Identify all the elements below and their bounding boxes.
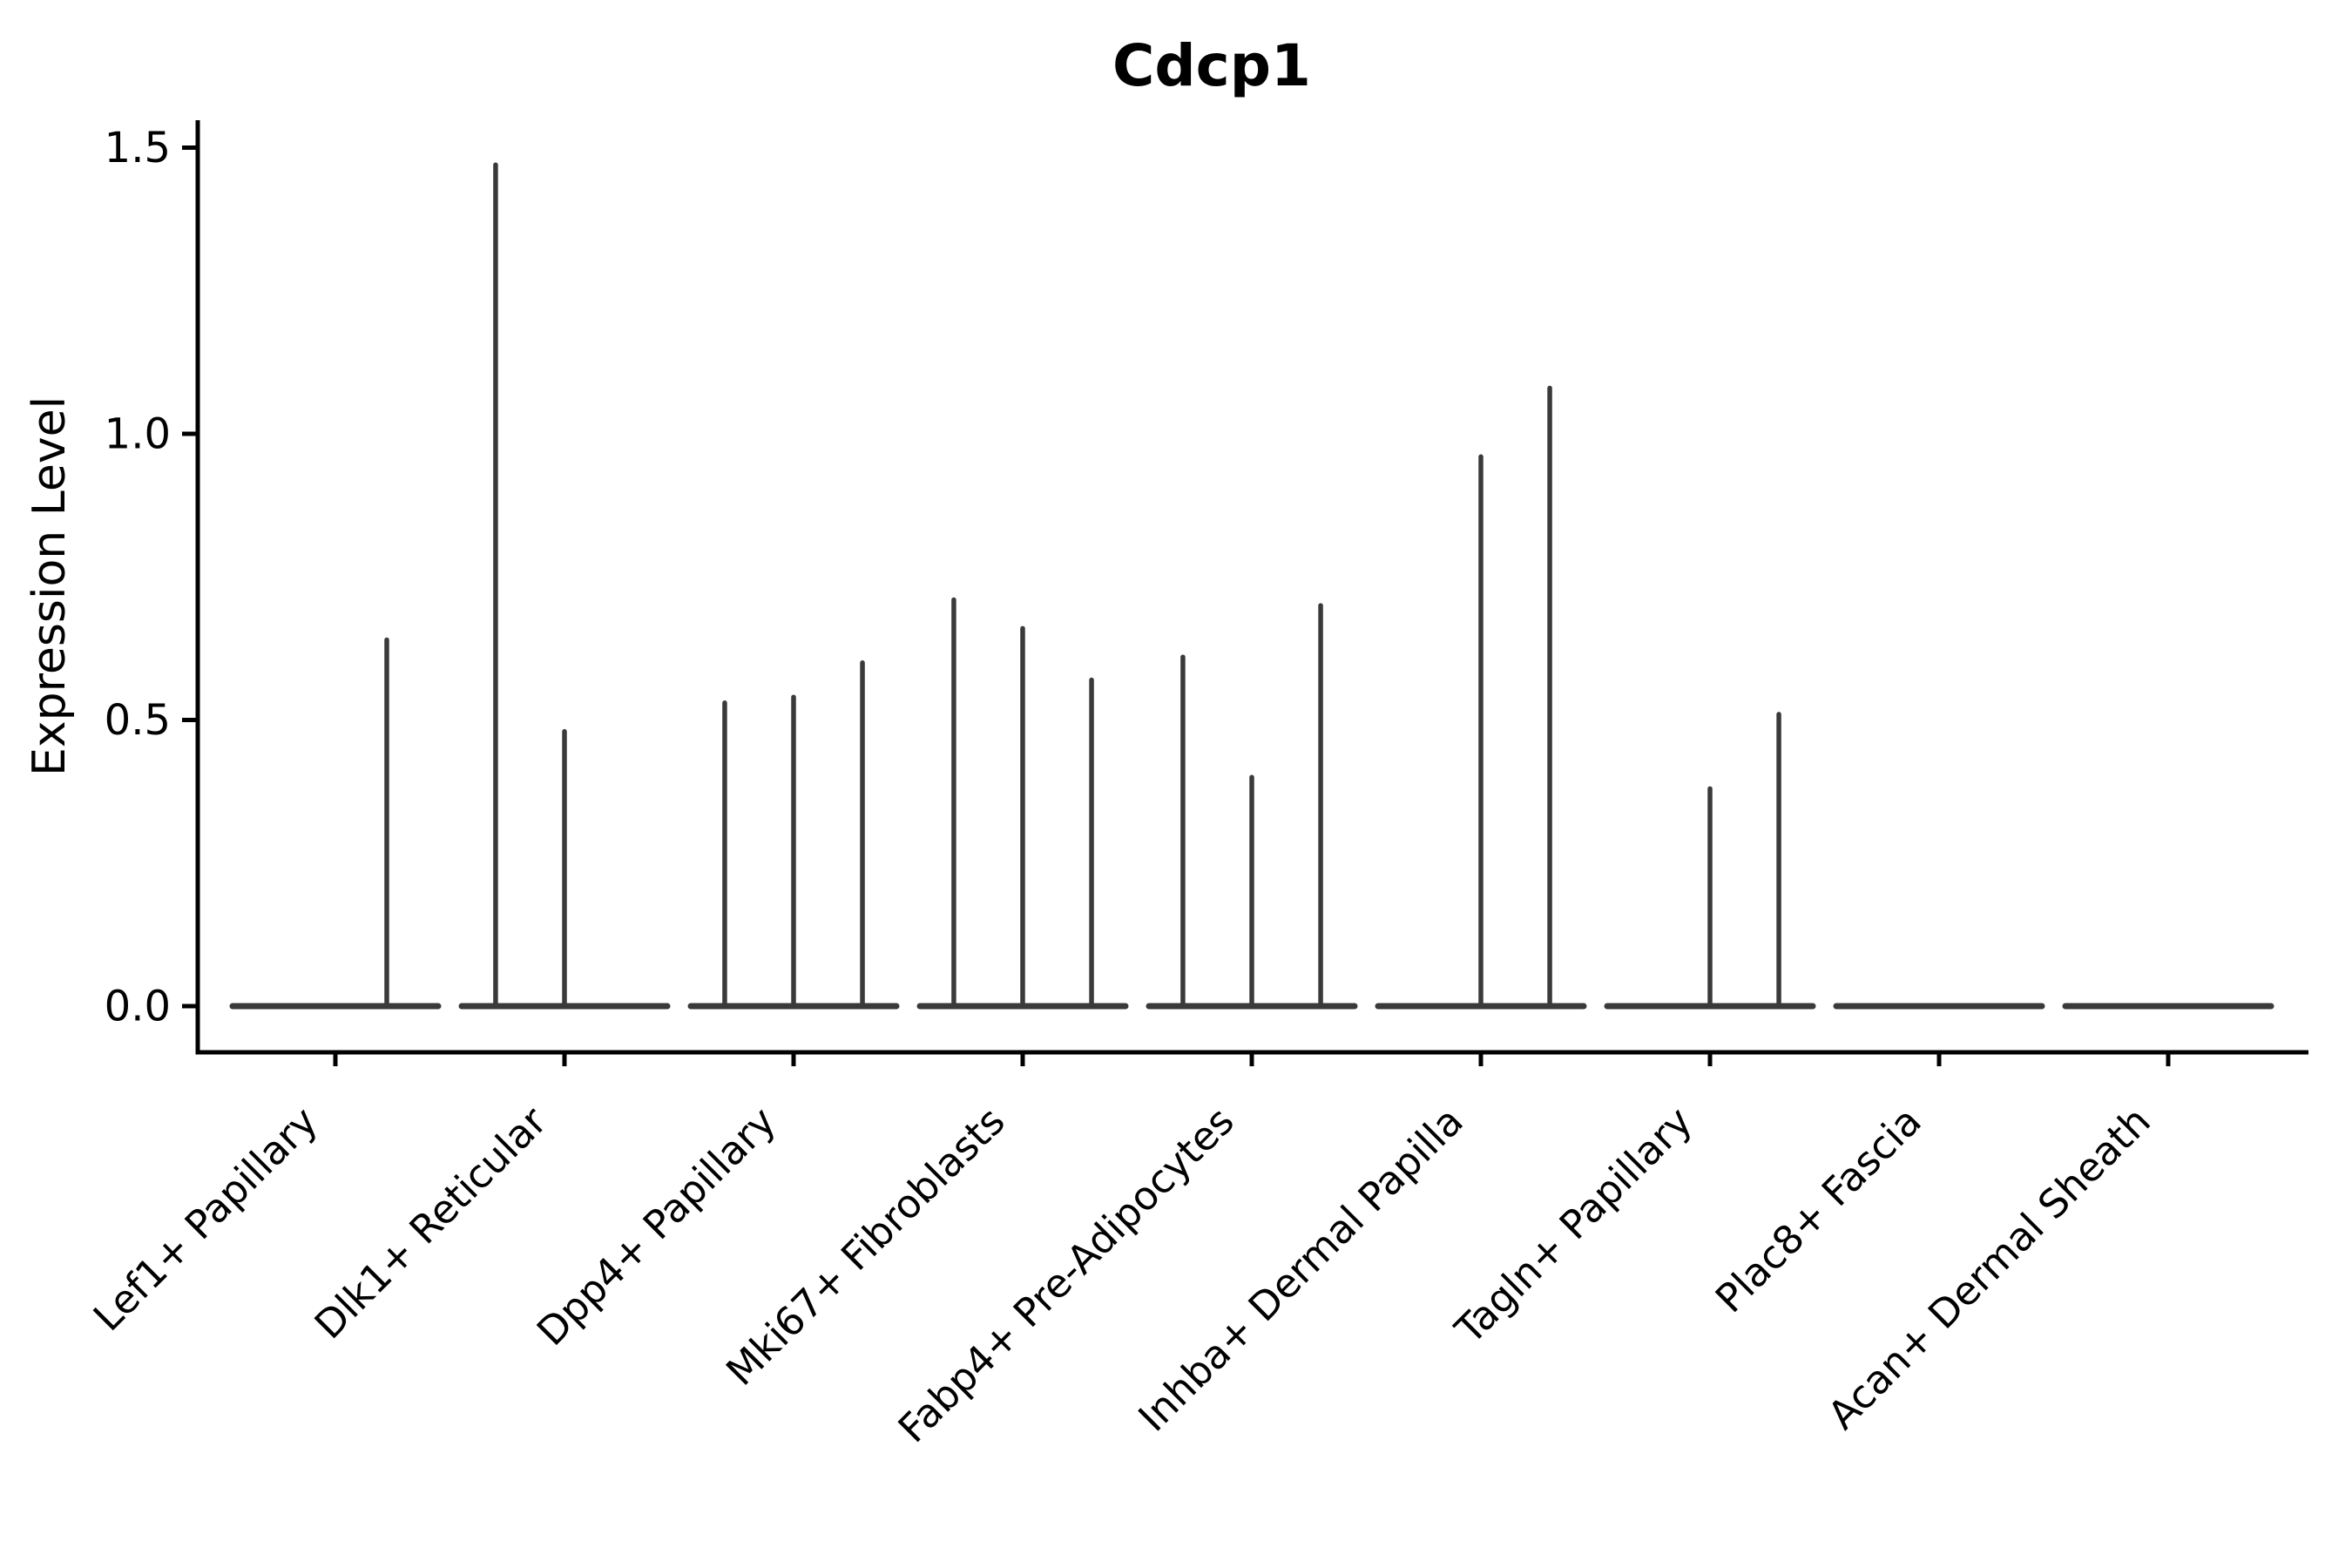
axes-layer (195, 120, 2308, 1055)
y-tick-label: 0.0 (105, 983, 171, 1031)
violin (458, 162, 671, 1010)
violin (1604, 712, 1816, 1010)
y-tick-label: 0.5 (105, 696, 171, 745)
violin (229, 637, 442, 1010)
y-axis-label: Expression Level (24, 396, 76, 776)
y-tick-label: 1.5 (105, 124, 171, 172)
violin (687, 660, 900, 1010)
violin (916, 597, 1129, 1010)
axis-spines (195, 120, 2308, 1055)
violin (1375, 385, 1587, 1010)
y-axis-ticks: 0.0 0.5 1.0 1.5 (105, 124, 198, 1031)
violins-layer (229, 162, 2274, 1010)
y-tick-label: 1.0 (105, 410, 171, 459)
violin (1146, 603, 1358, 1010)
chart-title: Cdcp1 (1112, 32, 1311, 99)
